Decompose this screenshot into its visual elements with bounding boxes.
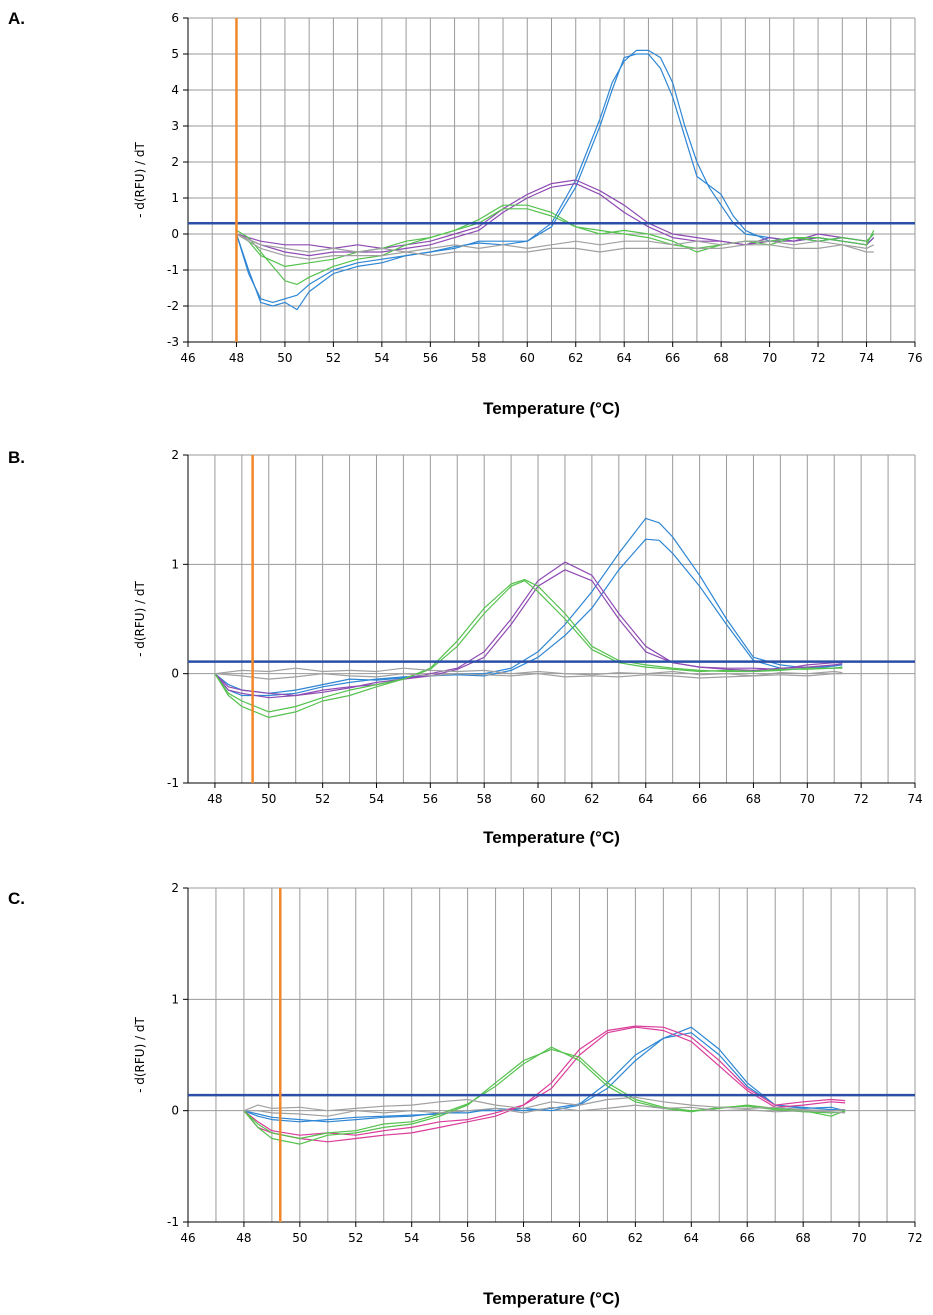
x-tick-label: 62 <box>584 792 599 806</box>
series-line-7 <box>236 233 875 253</box>
y-tick-label: -1 <box>167 776 179 790</box>
series-line-1 <box>235 49 875 311</box>
chart-panel-b: B. 48 50 52 54 56 58 60 62 64 66 68 70 72 74 -1 0 1 2 - d(R… <box>8 448 923 847</box>
y-axis-label: - d(RFU) / dT <box>133 1016 147 1092</box>
y-tick-label: 2 <box>171 448 179 462</box>
series-line-8 <box>236 233 874 260</box>
x-tick-label: 58 <box>516 1231 531 1245</box>
series-line-8 <box>214 673 843 680</box>
x-tick-label: 56 <box>460 1231 475 1245</box>
x-tick-label: 46 <box>180 1231 195 1245</box>
x-tick-label: 54 <box>374 351 389 365</box>
x-tick-label: 66 <box>692 792 707 806</box>
x-tick-label: 60 <box>530 792 545 806</box>
x-tick-label: 50 <box>261 792 276 806</box>
chart-panel-c: C. 46 48 50 52 54 56 58 60 62 64 66 68 70 72 -1 0 1 2 - d(R… <box>8 881 923 1308</box>
x-tick-label: 60 <box>572 1231 587 1245</box>
y-tick-label: 2 <box>171 155 179 169</box>
y-tick-label: 1 <box>171 191 179 205</box>
x-tick-label: 70 <box>800 792 815 806</box>
y-tick-label: 0 <box>171 227 179 241</box>
x-tick-label: 76 <box>907 351 922 365</box>
x-tick-label: 68 <box>746 792 761 806</box>
y-tick-label: 2 <box>171 881 179 895</box>
y-tick-label: 5 <box>171 47 179 61</box>
x-tick-label: 52 <box>315 792 330 806</box>
x-tick-label: 64 <box>684 1231 699 1245</box>
y-tick-label: 4 <box>171 83 179 97</box>
x-tick-label: 66 <box>665 351 680 365</box>
series-line-6 <box>214 580 843 713</box>
x-tick-label: 68 <box>713 351 728 365</box>
series-line-1 <box>214 517 843 697</box>
x-tick-label: 54 <box>369 792 384 806</box>
x-axis-label: Temperature (°C) <box>483 828 620 847</box>
x-axis-label: Temperature (°C) <box>483 1289 620 1308</box>
x-tick-label: 62 <box>568 351 583 365</box>
y-tick-label: -1 <box>167 1215 179 1229</box>
x-tick-label: 54 <box>404 1231 419 1245</box>
x-tick-label: 56 <box>423 351 438 365</box>
series-line-7 <box>243 1096 846 1112</box>
series-line-5 <box>236 204 875 285</box>
series-line-8 <box>243 1104 846 1117</box>
x-tick-label: 74 <box>859 351 874 365</box>
x-tick-label: 56 <box>423 792 438 806</box>
series-line-2 <box>235 53 875 303</box>
series-line-6 <box>236 208 875 267</box>
x-tick-label: 52 <box>348 1231 363 1245</box>
y-tick-label: 3 <box>171 119 179 133</box>
y-tick-label: 0 <box>171 1104 179 1118</box>
x-tick-label: 46 <box>180 351 195 365</box>
y-axis-label: - d(RFU) / dT <box>133 141 147 217</box>
x-tick-label: 72 <box>810 351 825 365</box>
x-tick-label: 62 <box>628 1231 643 1245</box>
series-line-4 <box>214 569 843 697</box>
y-tick-label: -2 <box>167 299 179 313</box>
panel-label: A. <box>8 9 25 28</box>
panel-label: B. <box>8 448 25 467</box>
y-tick-label: 0 <box>171 667 179 681</box>
y-axis-label: - d(RFU) / dT <box>133 580 147 656</box>
x-tick-label: 70 <box>762 351 777 365</box>
panel-label: C. <box>8 889 25 908</box>
series-line-6 <box>243 1046 846 1140</box>
x-tick-label: 58 <box>477 792 492 806</box>
y-tick-label: 1 <box>171 557 179 571</box>
x-tick-label: 60 <box>520 351 535 365</box>
x-tick-label: 72 <box>907 1231 922 1245</box>
x-tick-label: 48 <box>229 351 244 365</box>
series-line-2 <box>214 538 843 694</box>
x-tick-label: 48 <box>236 1231 251 1245</box>
x-tick-label: 52 <box>326 351 341 365</box>
x-axis-label: Temperature (°C) <box>483 399 620 418</box>
x-tick-label: 50 <box>292 1231 307 1245</box>
x-tick-label: 70 <box>851 1231 866 1245</box>
x-tick-label: 48 <box>207 792 222 806</box>
x-tick-label: 64 <box>638 792 653 806</box>
x-tick-label: 74 <box>907 792 922 806</box>
y-tick-label: -3 <box>167 335 179 349</box>
x-tick-label: 64 <box>617 351 632 365</box>
x-tick-label: 72 <box>854 792 869 806</box>
chart-panel-a: A.46 48 50 52 54 56 58 60 62 64 66 68 70 72 74 76-3-2-1… <box>8 9 923 418</box>
x-tick-label: 58 <box>471 351 486 365</box>
y-tick-label: 6 <box>171 11 179 25</box>
x-tick-label: 68 <box>796 1231 811 1245</box>
x-tick-label: 66 <box>740 1231 755 1245</box>
plot-area <box>188 455 915 783</box>
y-tick-label: 1 <box>171 992 179 1006</box>
x-tick-label: 50 <box>277 351 292 365</box>
y-tick-label: -1 <box>167 263 179 277</box>
